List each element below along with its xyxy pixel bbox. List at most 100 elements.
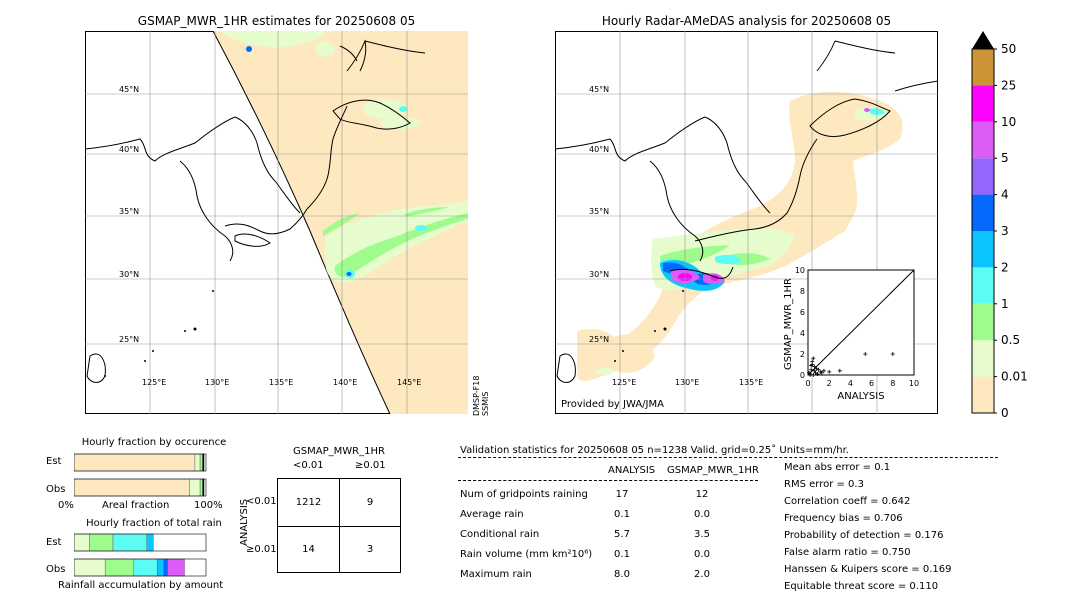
scatter-point [811,373,816,377]
occurrence-row-label-est: Est [46,456,62,467]
scatter-xtick-label: 6 [869,379,874,388]
colorbar-segment [972,158,994,195]
scatter-xtick-label: 0 [805,379,810,388]
scatter-point [819,370,824,375]
scatter-point [863,352,868,356]
left-lat-label: 25°N [119,335,139,344]
validation-score: Hanssen & Kuipers score = 0.169 [784,564,952,575]
rainfall-bar-segment [133,558,158,577]
right-lat-label: 35°N [589,207,609,216]
right-coastlines [555,40,939,279]
validation-header: Validation statistics for 20250608 05 n=… [460,445,849,456]
occurrence-bar-segment [189,478,201,497]
scatter-point [809,363,814,368]
colorbar-tick-label: 4 [1001,188,1009,202]
scatter-point [821,368,826,373]
scatter-xtick-label: 10 [909,379,919,388]
scatter-xlabel: ANALYSIS [837,391,884,402]
rainfall-bar-segment [89,533,114,552]
contingency-row-header: <0.01 [246,496,277,507]
colorbar-tick-label: 0 [1001,406,1009,420]
colorbar-tick-label: 50 [1001,42,1016,56]
scatter-point [827,369,832,374]
validation-divider [458,457,998,458]
occurrence-x-label: Areal fraction [102,500,170,511]
scatter-point [812,364,817,369]
occurrence-bar-segment [74,453,196,472]
left-map: 45°N 40°N 35°N 30°N 25°N 125°E 130°E 135… [85,31,468,415]
rainfall-x-label: Rainfall accumulation by amount [58,580,224,591]
validation-col-gsmap: GSMAP_MWR_1HR [667,465,759,476]
colorbar-segment [972,49,994,86]
validation-row-label: Num of gridpoints raining [460,489,588,500]
colorbar-segment [972,85,994,122]
scatter-diagonal [807,269,915,376]
left-lat-label: 45°N [119,85,139,94]
occurrence-bars [74,453,207,497]
validation-row-gsmap: 3.5 [694,529,710,540]
rainfall-bar-segment [156,558,164,577]
scatter-ylabel: GSMAP_MWR_1HR [783,278,794,370]
validation-col-analysis: ANALYSIS [608,465,656,476]
scatter-point [815,371,820,376]
rainfall-bar-segment [74,558,106,577]
right-map-credit: Provided by JWA/JMA [561,399,664,410]
left-side-label-sensor: SSMIS [481,392,490,417]
occurrence-bar-segment [199,453,203,472]
right-lat-label: 40°N [589,145,609,154]
rainfall-row-label-obs: Obs [46,564,66,575]
contingency-title: GSMAP_MWR_1HR [293,446,385,457]
colorbar-tick-label: 10 [1001,115,1016,129]
scatter-ytick-label: 10 [795,266,805,275]
validation-row-analysis: 5.7 [614,529,630,540]
right-lat-label: 25°N [589,335,609,344]
colorbar: 0 0.01 0.5 1 2 3 4 5 10 25 50 [971,31,1028,420]
validation-row-gsmap: 0.0 [694,509,710,520]
scatter-ytick-label: 6 [800,308,805,317]
contingency-col-header: ≥0.01 [355,460,386,471]
contingency-cell: 1212 [295,497,322,508]
rainfall-bar-segment [146,533,154,552]
validation-row-gsmap: 12 [695,489,709,500]
validation-score: Mean abs error = 0.1 [784,462,891,473]
validation-row-label: Maximum rain [460,569,532,580]
rainfall-row-label-est: Est [46,537,62,548]
left-lon-label: 135°E [269,378,293,387]
scatter-ytick-label: 4 [800,329,805,338]
right-lat-label: 45°N [589,85,609,94]
scatter-ytick-label: 2 [800,350,805,359]
rainfall-bar-segment [167,558,185,577]
validation-score: RMS error = 0.3 [784,479,864,490]
colorbar-tick-label: 2 [1001,260,1009,274]
scatter-xtick-label: 2 [827,379,832,388]
occurrence-bar-segment [74,478,190,497]
validation-row-analysis: 0.1 [614,549,630,560]
colorbar-tick-label: 25 [1001,78,1016,92]
left-lon-label: 130°E [205,378,229,387]
colorbar-extend-arrow [972,31,994,49]
contingency-col-header: <0.01 [293,460,324,471]
left-lon-label: 125°E [142,378,166,387]
scatter-point [811,356,816,361]
occurrence-bar-segment [202,478,205,497]
colorbar-segment [972,303,994,341]
validation-row-label: Conditional rain [460,529,540,540]
validation-score: Frequency bias = 0.706 [784,513,903,524]
occurrence-x-max: 100% [194,500,223,511]
rainfall-bar-segment [74,533,90,552]
left-lat-label: 35°N [119,207,139,216]
contingency-row-header: ≥0.01 [246,544,277,555]
contingency-side-label: ANALYSIS [239,499,250,546]
right-map: 45°N 40°N 35°N 30°N 25°N 125°E 130°E 135… [555,31,939,414]
left-map-title: GSMAP_MWR_1HR estimates for 20250608 05 [137,14,416,28]
scatter-point [809,367,814,372]
occurrence-row-label-obs: Obs [46,484,66,495]
validation-row-gsmap: 2.0 [694,569,710,580]
validation-row-analysis: 8.0 [614,569,630,580]
colorbar-tick-label: 1 [1001,297,1009,311]
occurrence-bar-segment [202,453,205,472]
validation-row-label: Rain volume (mm km²10⁶) [460,549,593,560]
validation-divider [458,480,758,481]
contingency-table: 1212 9 14 3 [277,478,401,573]
scatter-point [890,352,895,356]
